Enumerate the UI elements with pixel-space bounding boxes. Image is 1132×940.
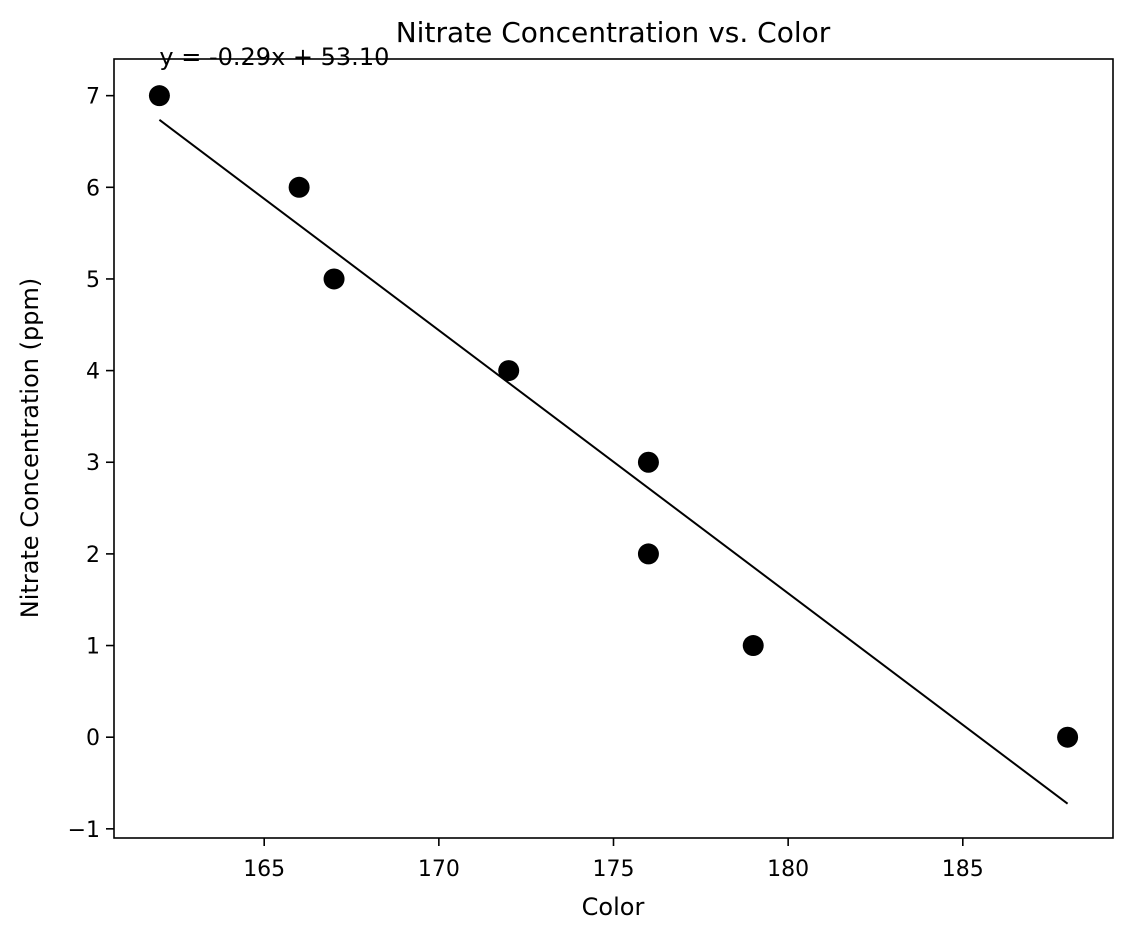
data-point	[323, 268, 345, 290]
x-tick-label: 165	[243, 857, 285, 882]
x-axis-ticks: 165 170 175 180 185	[243, 838, 984, 882]
y-tick-label: 4	[86, 360, 100, 385]
data-point	[1057, 726, 1079, 748]
y-tick-label: 2	[86, 543, 100, 568]
y-tick-label: 3	[86, 451, 100, 476]
data-points	[148, 85, 1079, 748]
y-axis-ticks: −1 0 1 2 3 4 5 6 7	[68, 85, 114, 843]
data-point	[742, 635, 764, 657]
y-tick-label: −1	[68, 818, 100, 843]
x-tick-label: 175	[593, 857, 635, 882]
plot-area: y = -0.29x + 53.10	[113, 43, 1114, 839]
data-point	[498, 360, 520, 382]
y-tick-label: 6	[86, 176, 100, 201]
x-tick-label: 180	[767, 857, 809, 882]
data-point	[637, 451, 659, 473]
regression-line	[158, 119, 1069, 805]
y-tick-label: 0	[86, 726, 100, 751]
x-tick-label: 185	[942, 857, 984, 882]
y-tick-label: 1	[86, 635, 100, 660]
y-tick-label: 5	[86, 268, 100, 293]
y-axis-label: Nitrate Concentration (ppm)	[16, 278, 44, 618]
y-tick-label: 7	[86, 85, 100, 110]
chart-title: Nitrate Concentration vs. Color	[396, 16, 831, 49]
data-point	[288, 176, 310, 198]
data-point	[637, 543, 659, 565]
x-tick-label: 170	[418, 857, 460, 882]
data-point	[148, 85, 170, 107]
regression-equation: y = -0.29x + 53.10	[159, 43, 389, 71]
x-axis-label: Color	[582, 893, 645, 921]
